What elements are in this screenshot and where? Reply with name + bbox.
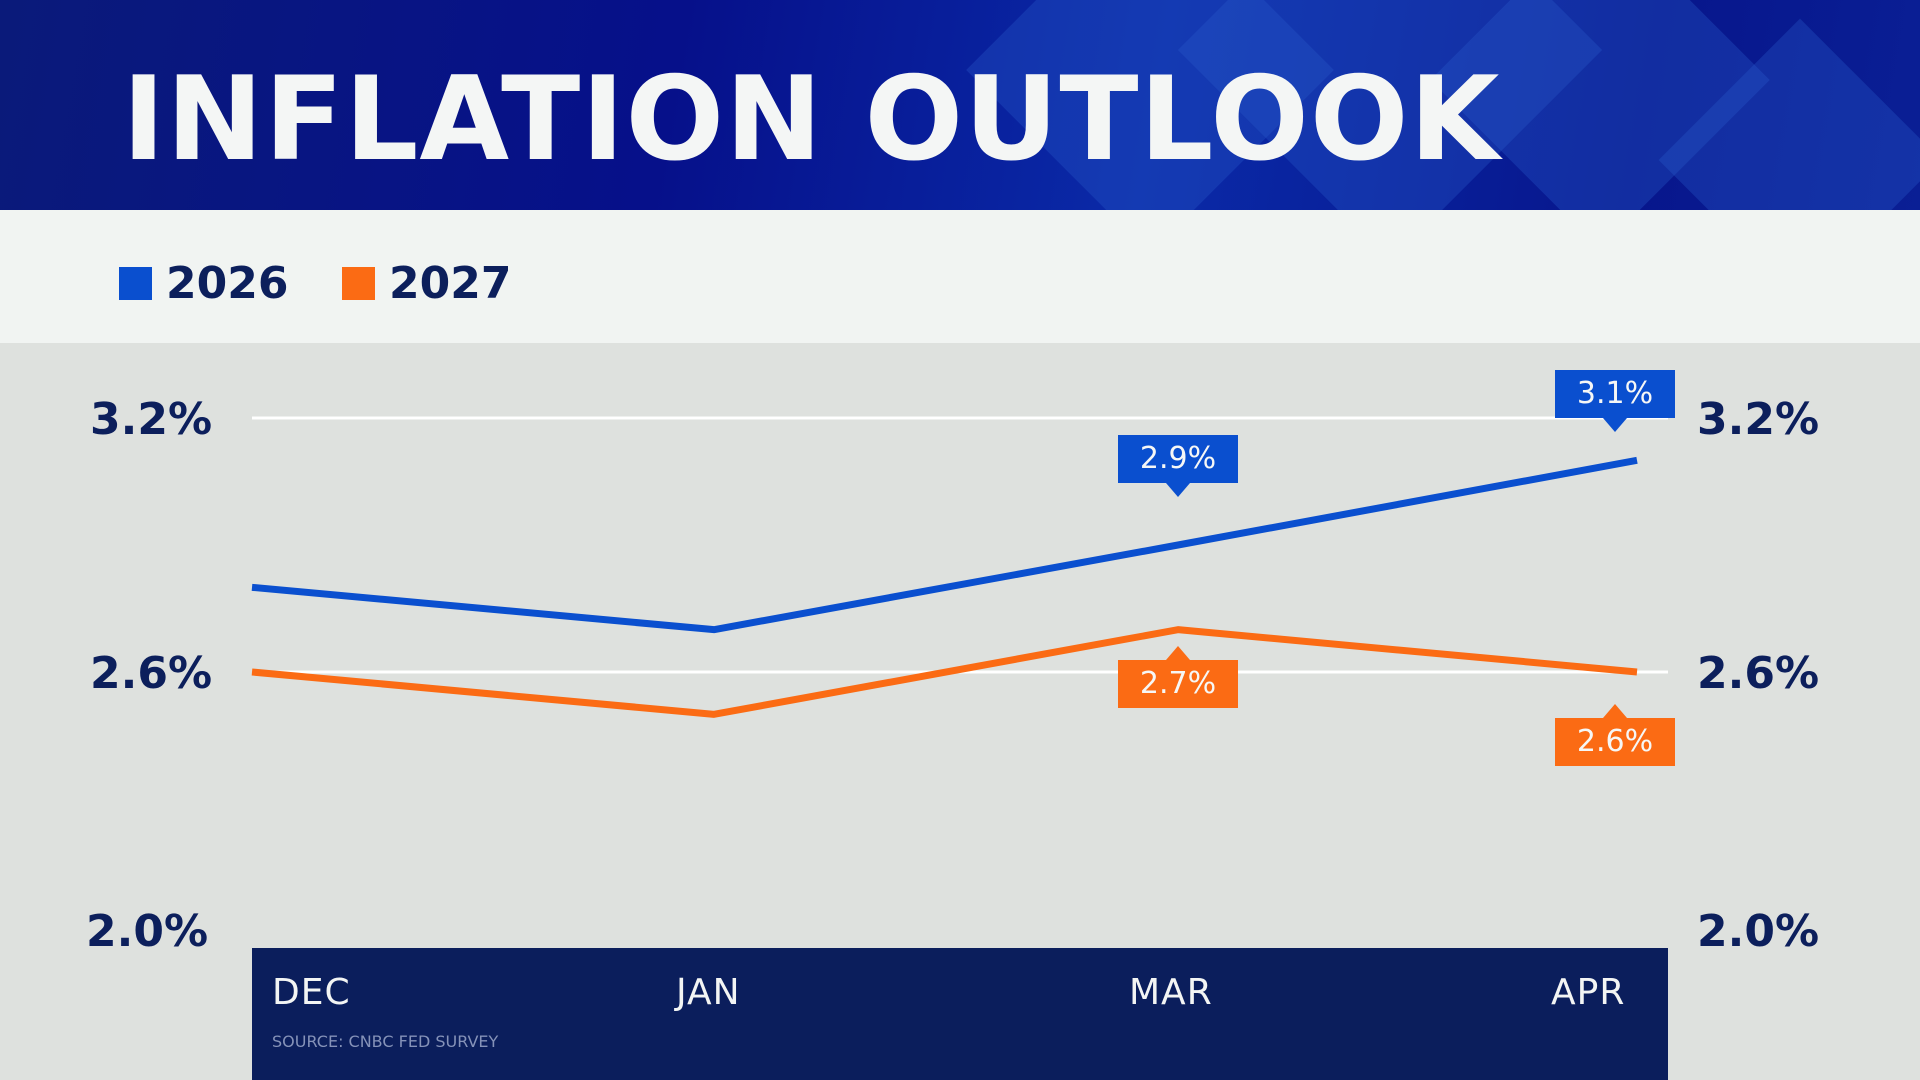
x-tick-apr: APR <box>1551 972 1626 1013</box>
x-tick-mar: MAR <box>1129 972 1213 1013</box>
legend-label: 2026 <box>166 258 289 309</box>
legend-item-2026: 2026 <box>119 258 288 309</box>
header-banner: INFLATION OUTLOOK <box>0 0 1920 210</box>
y-tick-right-2-0: 2.0% <box>1697 906 1820 957</box>
x-axis-bar: DEC JAN MAR APR SOURCE: CNBC FED SURVEY <box>252 948 1668 1080</box>
legend-swatch-2026 <box>119 267 152 300</box>
legend-swatch-2027 <box>342 267 375 300</box>
y-tick-left-3-2: 3.2% <box>90 394 213 445</box>
x-tick-jan: JAN <box>676 972 741 1013</box>
y-tick-left-2-0: 2.0% <box>86 906 209 957</box>
data-label-2027-mar: 2.7% <box>1118 645 1238 708</box>
y-tick-left-2-6: 2.6% <box>90 648 213 699</box>
x-tick-dec: DEC <box>272 972 351 1013</box>
page-title: INFLATION OUTLOOK <box>122 52 1501 187</box>
series-line-2027 <box>251 626 1638 718</box>
data-label-2026-mar: 2.9% <box>1118 435 1238 497</box>
source-note: SOURCE: CNBC FED SURVEY <box>272 1032 499 1051</box>
y-tick-right-2-6: 2.6% <box>1697 648 1820 699</box>
legend-item-2027: 2027 <box>342 258 511 309</box>
data-label-2027-apr: 2.6% <box>1555 704 1675 766</box>
legend-label: 2027 <box>389 258 512 309</box>
legend: 2026 2027 <box>0 210 1920 343</box>
y-tick-right-3-2: 3.2% <box>1697 394 1820 445</box>
data-label-2026-apr: 3.1% <box>1555 370 1675 433</box>
series-line-2026 <box>251 456 1638 634</box>
